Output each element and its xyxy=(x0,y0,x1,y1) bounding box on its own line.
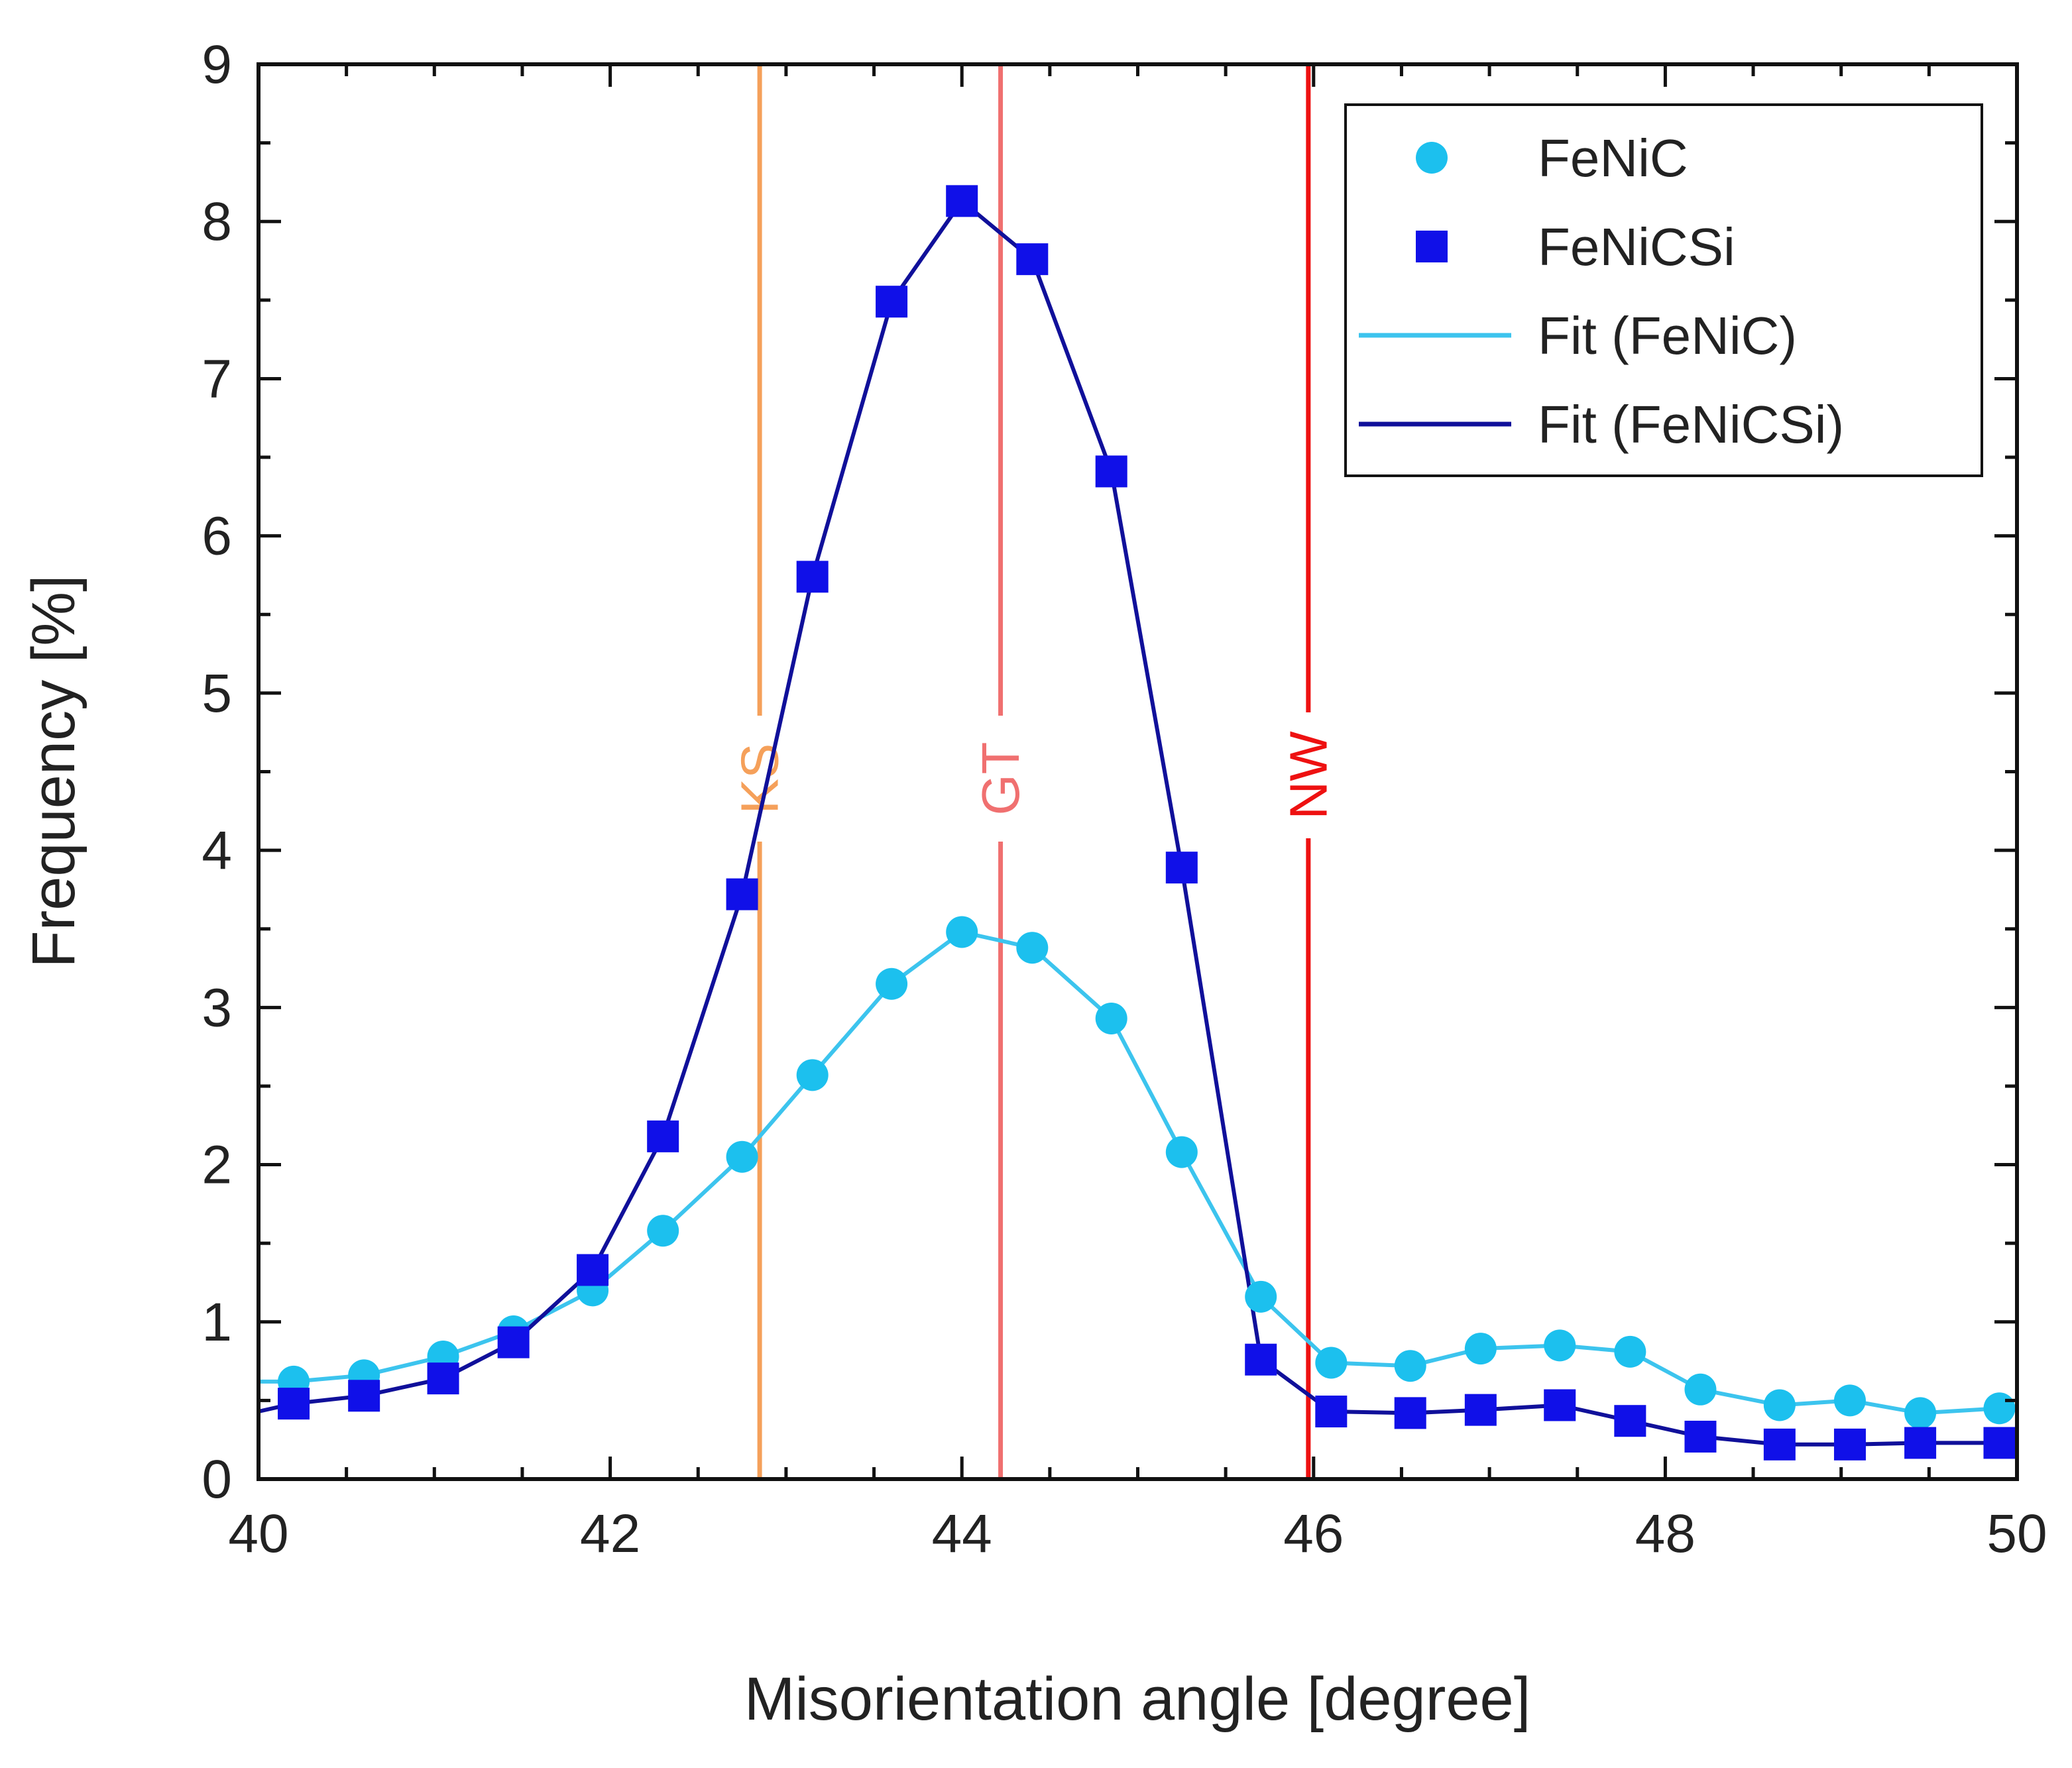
legend-box xyxy=(1344,103,1983,477)
fenicsi-point xyxy=(876,286,908,318)
fenic-point xyxy=(1983,1392,2016,1425)
y-tick-label: 3 xyxy=(201,977,232,1038)
fenic-point xyxy=(1763,1389,1796,1421)
fenicsi-point xyxy=(1614,1405,1646,1437)
fenicsi-point xyxy=(1904,1427,1937,1459)
legend: FeNiC FeNiCSi Fit (FeNiC) Fit (FeNiCSi) xyxy=(1344,103,1983,477)
fenic-point xyxy=(1544,1329,1576,1362)
fenic-point xyxy=(1095,1002,1127,1034)
y-tick-label: 1 xyxy=(201,1292,232,1353)
fenic-point xyxy=(1315,1347,1348,1379)
legend-label: Fit (FeNiCSi) xyxy=(1538,395,1844,454)
fenicsi-point xyxy=(348,1380,380,1412)
fenicsi-point xyxy=(647,1120,679,1152)
legend-symbol-square xyxy=(1416,231,1448,262)
y-tick-label: 0 xyxy=(201,1449,232,1510)
fenic-point xyxy=(726,1140,758,1173)
fenicsi-point xyxy=(1095,455,1127,488)
fenic-point xyxy=(796,1059,829,1091)
y-tick-label: 5 xyxy=(201,663,232,724)
fenicsi-point xyxy=(577,1254,609,1286)
fenicsi-point xyxy=(1394,1397,1426,1429)
fenicsi-point xyxy=(427,1362,459,1395)
series-layer xyxy=(258,185,2017,1461)
fenicsi-point xyxy=(1245,1343,1277,1376)
x-tick-label: 44 xyxy=(932,1504,992,1564)
fenic-point xyxy=(647,1215,679,1247)
y-tick-label: 8 xyxy=(201,192,232,252)
fenic-point xyxy=(1904,1397,1937,1429)
fenicsi-point xyxy=(796,561,829,593)
reference-label-nw: NW xyxy=(1279,731,1338,820)
fenicsi-point xyxy=(726,878,758,911)
legend-label: Fit (FeNiC) xyxy=(1538,306,1797,365)
fenic-point xyxy=(876,967,908,1000)
x-tick-label: 48 xyxy=(1635,1504,1696,1564)
x-tick-label: 42 xyxy=(580,1504,640,1564)
y-tick-label: 4 xyxy=(201,820,232,881)
x-tick-label: 50 xyxy=(1986,1504,2047,1564)
fenicsi-point xyxy=(1763,1428,1796,1461)
fenic-point xyxy=(1245,1280,1277,1313)
axes: 40 42 44 46 48 50 0 1 2 3 4 5 6 7 8 9 xyxy=(201,34,2047,1564)
fenic-point xyxy=(1394,1350,1426,1382)
y-tick-label: 9 xyxy=(201,34,232,95)
fenicsi-point xyxy=(1464,1394,1497,1426)
fenicsi-point xyxy=(1016,243,1049,276)
y-axis-title: Frequency [%] xyxy=(20,575,87,967)
reference-label-ks: KS xyxy=(730,744,789,814)
fenicsi-point xyxy=(1165,852,1198,884)
legend-label: FeNiCSi xyxy=(1538,217,1735,276)
x-tick-label: 40 xyxy=(228,1504,288,1564)
reference-label-gt: GT xyxy=(971,742,1030,815)
legend-label: FeNiC xyxy=(1538,129,1688,188)
x-tick-label: 46 xyxy=(1283,1504,1344,1564)
fenic-point xyxy=(1165,1136,1198,1168)
legend-symbol-circle xyxy=(1416,142,1448,174)
y-tick-label: 6 xyxy=(201,506,232,567)
reference-lines: KS GT NW xyxy=(730,64,1338,1479)
fenic-point xyxy=(1833,1384,1866,1417)
fenic-point xyxy=(1016,932,1049,964)
fenic-point xyxy=(1614,1335,1646,1368)
fenicsi-point xyxy=(278,1388,310,1420)
fenic-point xyxy=(1464,1333,1497,1365)
y-tick-label: 7 xyxy=(201,349,232,409)
fenicsi-point xyxy=(1833,1428,1866,1461)
y-tick-label: 2 xyxy=(201,1135,232,1195)
fenicsi-point xyxy=(1315,1395,1348,1427)
fenic-point xyxy=(1684,1373,1717,1406)
fenicsi-point xyxy=(1544,1389,1576,1421)
fenicsi-point xyxy=(497,1326,530,1358)
fenicsi-point xyxy=(1684,1420,1717,1453)
fenicsi-point xyxy=(946,185,978,217)
fenic-point xyxy=(946,916,978,948)
fenicsi-point xyxy=(1983,1427,2016,1459)
x-axis-title: Misorientation angle [degree] xyxy=(744,1665,1531,1733)
